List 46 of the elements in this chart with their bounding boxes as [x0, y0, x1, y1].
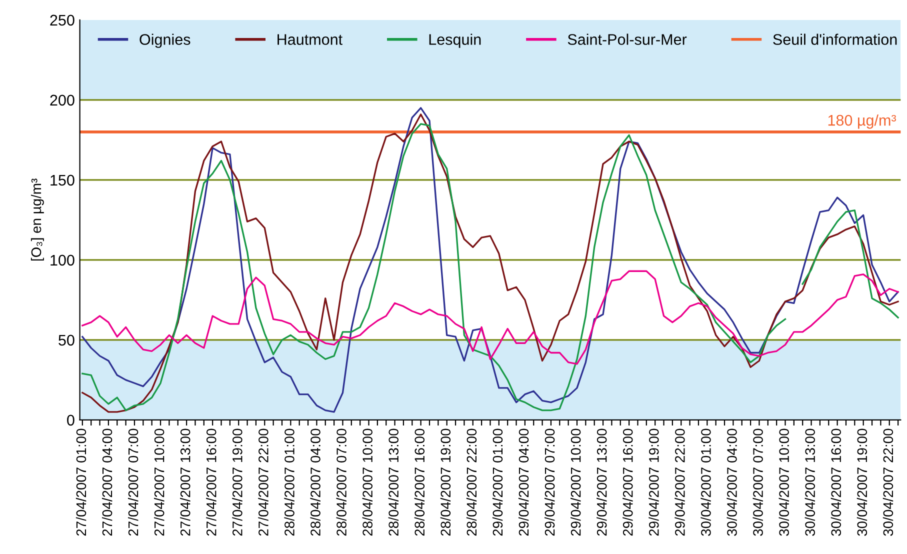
x-tick-label: 29/04/2007 10:00 [570, 428, 581, 536]
x-tick-label: 27/04/2007 01:00 [76, 428, 86, 536]
x-tick-label: 29/04/2007 13:00 [596, 428, 607, 536]
x-tick-label: 29/04/2007 04:00 [518, 428, 529, 536]
x-tick-label: 28/04/2007 13:00 [388, 428, 399, 536]
y-tick-label: 50 [58, 334, 74, 346]
x-tick-label: 27/04/2007 10:00 [154, 428, 164, 536]
x-tick-label: 28/04/2007 01:00 [284, 428, 294, 536]
legend-label: Oignies [140, 34, 190, 48]
x-tick-label: 29/04/2007 01:00 [492, 428, 503, 536]
x-tick-label: 28/04/2007 04:00 [310, 428, 320, 536]
legend-label: Lesquin [429, 34, 481, 48]
x-tick-label: 30/04/2007 07:00 [752, 428, 763, 536]
x-tick-label: 30/04/2007 16:00 [830, 428, 842, 536]
y-tick-label: 200 [50, 94, 74, 106]
x-tick-label: 27/04/2007 13:00 [180, 428, 190, 536]
x-tick-label: 29/04/2007 16:00 [622, 428, 633, 536]
x-tick-label: 30/04/2007 04:00 [726, 428, 737, 536]
y-tick-label: 250 [50, 14, 74, 26]
x-tick-label: 30/04/2007 13:00 [804, 428, 816, 536]
x-tick-label: 28/04/2007 19:00 [440, 428, 451, 536]
legend-label: Hautmont [278, 34, 342, 45]
x-tick-label: 28/04/2007 16:00 [414, 428, 425, 536]
x-tick-label: 28/04/2007 10:00 [362, 428, 372, 536]
x-tick-label: 30/04/2007 22:00 [882, 428, 894, 536]
x-tick-label: 29/04/2007 19:00 [648, 428, 659, 536]
y-tick-label: 150 [50, 174, 74, 186]
x-tick-label: 27/04/2007 07:00 [128, 428, 138, 536]
x-tick-label: 30/04/2007 19:00 [856, 428, 868, 536]
annotation: 180 µg/m³ [828, 114, 896, 129]
x-tick-label: 29/04/2007 22:00 [674, 428, 685, 536]
y-tick-label: 100 [50, 254, 74, 266]
x-tick-label: 29/04/2007 07:00 [544, 428, 555, 536]
x-tick-label: 27/04/2007 19:00 [232, 428, 242, 536]
x-tick-label: 28/04/2007 07:00 [336, 428, 346, 536]
x-tick-label: 30/04/2007 01:00 [700, 428, 711, 536]
legend-label: Seuil d'information [773, 34, 897, 45]
y-tick-label: 0 [67, 414, 74, 426]
x-tick-label: 28/04/2007 22:00 [466, 428, 477, 536]
line-series [82, 270, 899, 365]
legend-label: Saint-Pol-sur-Mer [568, 34, 687, 45]
x-tick-label: 27/04/2007 22:00 [258, 428, 268, 536]
x-tick-label: 30/04/2007 10:00 [778, 428, 789, 536]
y-axis-title: [O₃] en µg/m³ [30, 178, 44, 261]
x-tick-label: 27/04/2007 04:00 [102, 428, 112, 536]
x-tick-label: 27/04/2007 16:00 [206, 428, 216, 536]
